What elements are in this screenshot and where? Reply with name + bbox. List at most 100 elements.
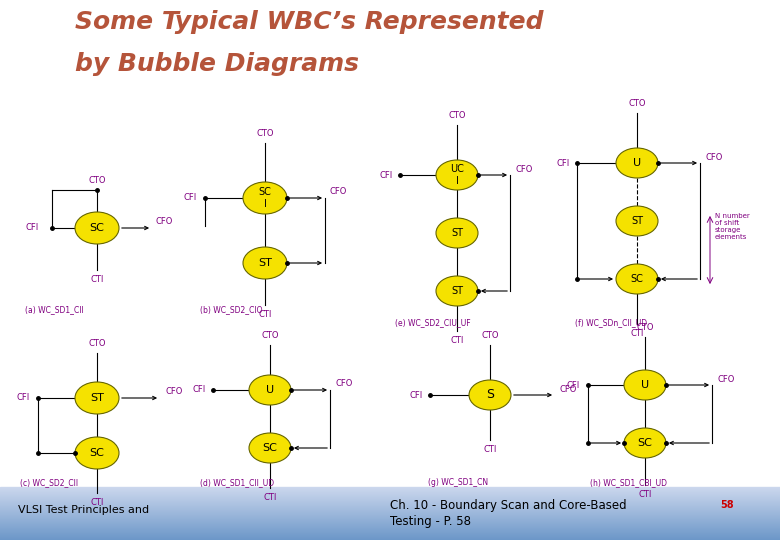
Text: CTO: CTO: [481, 331, 498, 340]
Bar: [0, 500, 780, 501]
Text: CTI: CTI: [90, 498, 104, 507]
Text: (d) WC_SD1_CII_UD: (d) WC_SD1_CII_UD: [200, 478, 274, 487]
Ellipse shape: [75, 382, 119, 414]
Text: (g) WC_SD1_CN: (g) WC_SD1_CN: [428, 478, 488, 487]
Bar: [0, 506, 780, 507]
Bar: [0, 489, 780, 490]
Bar: [0, 526, 780, 527]
Bar: [0, 537, 780, 538]
Bar: [0, 533, 780, 534]
Text: (h) WC_SD1_CBI_UD: (h) WC_SD1_CBI_UD: [590, 478, 667, 487]
Text: S: S: [486, 388, 494, 402]
Text: SC: SC: [90, 448, 105, 458]
Ellipse shape: [249, 433, 291, 463]
Text: Some Typical WBC’s Represented: Some Typical WBC’s Represented: [75, 10, 544, 34]
Text: 58: 58: [720, 500, 734, 510]
Text: CTI: CTI: [258, 310, 271, 319]
Bar: [0, 509, 780, 510]
Text: CFO: CFO: [155, 218, 172, 226]
Text: (e) WC_SD2_CIU_UF: (e) WC_SD2_CIU_UF: [395, 318, 470, 327]
Text: (a) WC_SD1_CII: (a) WC_SD1_CII: [25, 305, 83, 314]
Text: CFI: CFI: [380, 171, 393, 179]
Bar: [0, 532, 780, 533]
Bar: [0, 514, 780, 515]
Bar: [0, 505, 780, 506]
Text: U: U: [633, 158, 641, 168]
Bar: [0, 530, 780, 531]
Bar: [0, 495, 780, 496]
Bar: [0, 536, 780, 537]
Text: CTI: CTI: [638, 490, 651, 499]
Text: CFO: CFO: [165, 388, 183, 396]
Bar: [0, 527, 780, 528]
Bar: [0, 531, 780, 532]
Bar: [0, 503, 780, 504]
Text: SC: SC: [263, 443, 278, 453]
Bar: [0, 490, 780, 491]
Text: Testing - P. 58: Testing - P. 58: [390, 516, 471, 529]
Bar: [0, 513, 780, 514]
Text: CTO: CTO: [448, 111, 466, 120]
Text: CFI: CFI: [193, 386, 206, 395]
Text: CTO: CTO: [636, 323, 654, 332]
Ellipse shape: [616, 206, 658, 236]
Text: by Bubble Diagrams: by Bubble Diagrams: [75, 52, 359, 76]
Bar: [0, 491, 780, 492]
Bar: [0, 498, 780, 499]
Bar: [0, 499, 780, 500]
Text: SC: SC: [630, 274, 643, 284]
Text: CFO: CFO: [718, 375, 736, 383]
Text: CFI: CFI: [26, 224, 39, 233]
Text: ST: ST: [90, 393, 104, 403]
Text: CTI: CTI: [450, 336, 463, 345]
Bar: [0, 511, 780, 512]
Ellipse shape: [436, 218, 478, 248]
Bar: [0, 538, 780, 539]
Text: ST: ST: [258, 258, 272, 268]
Text: CFI: CFI: [567, 381, 580, 389]
Ellipse shape: [436, 160, 478, 190]
Text: SC: SC: [637, 438, 652, 448]
Ellipse shape: [75, 212, 119, 244]
Text: ST: ST: [451, 228, 463, 238]
Bar: [0, 521, 780, 522]
Bar: [0, 535, 780, 536]
Text: CTO: CTO: [628, 99, 646, 108]
Text: CFO: CFO: [706, 152, 723, 161]
Ellipse shape: [243, 182, 287, 214]
Text: U: U: [641, 380, 649, 390]
Text: CTO: CTO: [257, 129, 274, 138]
Text: (f) WC_SDn_CII_UD: (f) WC_SDn_CII_UD: [575, 318, 647, 327]
Bar: [0, 518, 780, 519]
Bar: [0, 501, 780, 502]
Text: (b) WC_SD2_CIO: (b) WC_SD2_CIO: [200, 305, 263, 314]
Bar: [0, 497, 780, 498]
Text: CFI: CFI: [557, 159, 570, 167]
Bar: [0, 523, 780, 524]
Text: Ch. 10 - Boundary Scan and Core-Based: Ch. 10 - Boundary Scan and Core-Based: [390, 498, 626, 511]
Bar: [0, 487, 780, 488]
Text: CTI: CTI: [264, 493, 277, 502]
Text: CFO: CFO: [330, 187, 347, 197]
Bar: [0, 524, 780, 525]
Text: CFI: CFI: [184, 193, 197, 202]
Bar: [0, 516, 780, 517]
Ellipse shape: [469, 380, 511, 410]
Bar: [0, 504, 780, 505]
Text: ST: ST: [451, 286, 463, 296]
Ellipse shape: [243, 247, 287, 279]
Bar: [0, 529, 780, 530]
Bar: [0, 534, 780, 535]
Bar: [0, 522, 780, 523]
Text: CTI: CTI: [630, 329, 643, 338]
Bar: [0, 515, 780, 516]
Text: CTO: CTO: [88, 339, 106, 348]
Text: CFO: CFO: [335, 380, 353, 388]
Ellipse shape: [624, 370, 666, 400]
Bar: [0, 519, 780, 520]
Text: (c) WC_SD2_CII: (c) WC_SD2_CII: [20, 478, 78, 487]
Ellipse shape: [616, 148, 658, 178]
Text: SC
I: SC I: [258, 187, 271, 209]
Ellipse shape: [75, 437, 119, 469]
Bar: [0, 525, 780, 526]
